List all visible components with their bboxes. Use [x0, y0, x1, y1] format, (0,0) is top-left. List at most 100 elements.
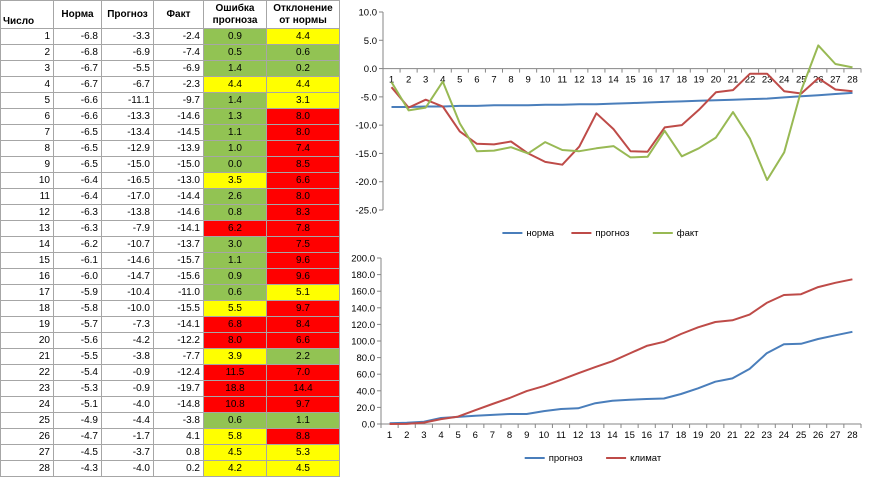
cell-day: 21: [0, 348, 54, 365]
cell-day: 26: [0, 428, 54, 445]
cell-fact: -14.8: [153, 396, 204, 413]
cell-day: 8: [0, 140, 54, 157]
x-tick-label: 17: [659, 430, 670, 441]
cell-norm: -6.8: [53, 28, 102, 45]
cell-error: 10.8: [203, 396, 267, 413]
cell-day: 7: [0, 124, 54, 141]
cell-deviation: 7.4: [266, 140, 340, 157]
cell-fact: -13.0: [153, 172, 204, 189]
cell-day: 10: [0, 172, 54, 189]
y-tick-label: 200.0: [351, 254, 375, 265]
cell-error: 0.9: [203, 268, 267, 285]
table-row: 8 -6.5 -12.9 -13.9 1.0 7.4: [0, 140, 340, 157]
cell-error: 8.0: [203, 332, 267, 349]
cell-norm: -5.8: [53, 300, 102, 317]
cell-deviation: 9.7: [266, 396, 340, 413]
cell-error: 1.0: [203, 140, 267, 157]
cumulative-chart-svg: 200.0180.0160.0140.0120.0100.080.060.040…: [351, 254, 862, 464]
x-tick-label: 12: [573, 430, 584, 441]
cell-forecast: -13.3: [101, 108, 154, 125]
cell-fact: -15.0: [153, 156, 204, 173]
x-tick-label: 5: [455, 430, 460, 441]
cell-forecast: -4.0: [101, 460, 154, 477]
table-row: 6 -6.6 -13.3 -14.6 1.3 8.0: [0, 108, 340, 125]
table-row: 18 -5.8 -10.0 -15.5 5.5 9.7: [0, 300, 340, 317]
x-tick-label: 1: [389, 75, 394, 86]
x-tick-label: 19: [693, 430, 704, 441]
cell-forecast: -6.7: [101, 76, 154, 93]
cell-forecast: -3.8: [101, 348, 154, 365]
cell-error: 5.8: [203, 428, 267, 445]
x-tick-label: 19: [694, 75, 705, 86]
cell-day: 15: [0, 252, 54, 269]
cell-fact: -3.8: [153, 412, 204, 429]
x-tick-label: 16: [642, 75, 653, 86]
x-tick-label: 2: [404, 430, 409, 441]
x-tick-label: 25: [796, 430, 807, 441]
cell-deviation: 4.5: [266, 460, 340, 477]
cell-norm: -4.7: [53, 428, 102, 445]
x-tick-label: 7: [491, 75, 496, 86]
cell-forecast: -7.9: [101, 220, 154, 237]
cell-deviation: 2.2: [266, 348, 340, 365]
cell-deviation: 8.8: [266, 428, 340, 445]
cell-deviation: 9.7: [266, 300, 340, 317]
table-row: 1 -6.8 -3.3 -2.4 0.9 4.4: [0, 28, 340, 45]
table-row: 12 -6.3 -13.8 -14.6 0.8 8.3: [0, 204, 340, 221]
cell-norm: -6.5: [53, 124, 102, 141]
cell-forecast: -4.0: [101, 396, 154, 413]
table-row: 28 -4.3 -4.0 0.2 4.2 4.5: [0, 460, 340, 477]
cell-norm: -6.7: [53, 76, 102, 93]
cell-deviation: 9.6: [266, 252, 340, 269]
header-forecast-error: Ошибка прогноза: [203, 0, 267, 29]
cell-fact: -15.6: [153, 268, 204, 285]
x-tick-label: 11: [557, 75, 567, 86]
cell-day: 4: [0, 76, 54, 93]
y-tick-label: 40.0: [357, 386, 376, 397]
series-line-2: [390, 44, 853, 181]
cell-deviation: 7.8: [266, 220, 340, 237]
cell-error: 3.9: [203, 348, 267, 365]
cell-day: 11: [0, 188, 54, 205]
x-tick-label: 23: [761, 430, 772, 441]
header-norm: Норма: [53, 0, 102, 29]
y-tick-label: -5.0: [361, 92, 377, 103]
x-tick-label: 10: [539, 430, 550, 441]
cell-norm: -6.3: [53, 204, 102, 221]
table-row: 15 -6.1 -14.6 -15.7 1.1 9.6: [0, 252, 340, 269]
x-tick-label: 14: [607, 430, 618, 441]
x-tick-label: 6: [474, 75, 479, 86]
cell-fact: 4.1: [153, 428, 204, 445]
cell-fact: 0.2: [153, 460, 204, 477]
cell-fact: -6.9: [153, 60, 204, 77]
cell-fact: -7.4: [153, 44, 204, 61]
x-tick-label: 21: [728, 75, 739, 86]
series-line-0: [391, 91, 853, 108]
x-tick-label: 22: [745, 75, 756, 86]
x-tick-label: 21: [727, 430, 738, 441]
cell-forecast: -0.9: [101, 364, 154, 381]
table-row: 17 -5.9 -10.4 -11.0 0.6 5.1: [0, 284, 340, 301]
cell-forecast: -10.4: [101, 284, 154, 301]
cell-fact: -2.4: [153, 28, 204, 45]
x-tick-label: 20: [710, 430, 721, 441]
cell-forecast: -6.9: [101, 44, 154, 61]
cell-fact: -13.7: [153, 236, 204, 253]
cell-fact: -12.4: [153, 364, 204, 381]
x-tick-label: 28: [847, 430, 858, 441]
x-tick-label: 9: [525, 75, 530, 86]
table-row: 23 -5.3 -0.9 -19.7 18.8 14.4: [0, 380, 340, 397]
cell-day: 28: [0, 460, 54, 477]
table-row: 3 -6.7 -5.5 -6.9 1.4 0.2: [0, 60, 340, 77]
cell-error: 6.2: [203, 220, 267, 237]
x-tick-label: 27: [830, 75, 841, 86]
cell-norm: -6.6: [53, 92, 102, 109]
cell-norm: -5.1: [53, 396, 102, 413]
table-row: 19 -5.7 -7.3 -14.1 6.8 8.4: [0, 316, 340, 333]
cell-norm: -6.8: [53, 44, 102, 61]
x-tick-label: 10: [540, 75, 551, 86]
temperature-chart-svg: 10.05.00.0-5.0-10.0-15.0-20.0-25.01 2 3 4 5 6…: [355, 8, 862, 239]
x-tick-label: 24: [779, 75, 790, 86]
cell-fact: -19.7: [153, 380, 204, 397]
cell-norm: -4.5: [53, 444, 102, 461]
